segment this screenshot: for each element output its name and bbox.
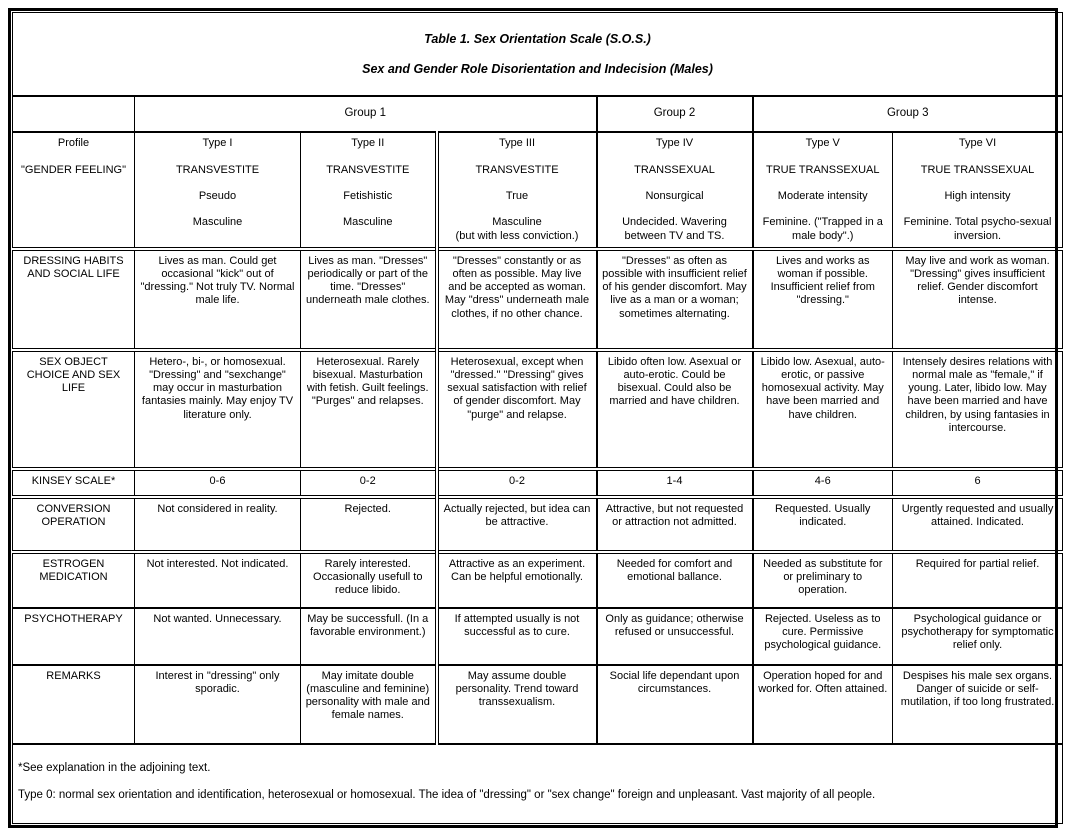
profile-type-3: Type III TRANSVESTITE True Masculine (bu… <box>434 131 597 250</box>
title-row: Table 1. Sex Orientation Scale (S.O.S.) … <box>11 12 1064 98</box>
psychotherapy-type-4: Only as guidance; otherwise refused or u… <box>595 606 753 666</box>
estrogen-type-4: Needed for comfort and emotional ballanc… <box>595 549 753 609</box>
sex-object-type-2: Heterosexual. Rarely bisexual. Masturbat… <box>300 347 437 470</box>
remarks-type-1: Interest in "dressing" only sporadic. <box>134 663 301 745</box>
group-header-empty-cell <box>12 95 135 134</box>
kinsey-type-4: 1-4 <box>595 466 753 498</box>
profile-row: Profile "GENDER FEELING" Type I TRANSVES… <box>12 131 1064 250</box>
table-frame: Table 1. Sex Orientation Scale (S.O.S.) … <box>8 8 1064 828</box>
dressing-habits-row: DRESSING HABITS AND SOCIAL LIFE Lives as… <box>12 246 1064 351</box>
conversion-type-1: Not considered in reality. <box>134 494 301 553</box>
psychotherapy-type-3: If attempted usually is not successful a… <box>434 606 597 666</box>
row-label-estrogen: ESTROGEN MEDICATION <box>12 549 135 609</box>
group-header-3: Group 3 <box>751 95 1064 134</box>
kinsey-type-5: 4-6 <box>751 466 893 498</box>
estrogen-type-1: Not interested. Not indicated. <box>134 549 301 609</box>
kinsey-type-2: 0-2 <box>300 466 437 498</box>
table-title: Table 1. Sex Orientation Scale (S.O.S.) … <box>11 12 1064 98</box>
sos-table: Table 1. Sex Orientation Scale (S.O.S.) … <box>11 12 1064 824</box>
group-header-1: Group 1 <box>134 95 597 134</box>
profile-type-2: Type II TRANSVESTITE Fetishistic Masculi… <box>300 131 437 250</box>
sex-object-type-4: Libido often low. Asexual or auto-erotic… <box>595 347 753 470</box>
sex-object-type-6: Intensely desires relations with normal … <box>891 347 1064 470</box>
sex-object-row: SEX OBJECT CHOICE AND SEX LIFE Hetero-, … <box>12 347 1064 470</box>
conversion-type-4: Attractive, but not requested or attract… <box>595 494 753 553</box>
sex-object-type-1: Hetero-, bi-, or homosexual. "Dressing" … <box>134 347 301 470</box>
estrogen-type-5: Needed as substitute for or preliminary … <box>751 549 893 609</box>
row-label-remarks: REMARKS <box>12 663 135 745</box>
row-label-dressing: DRESSING HABITS AND SOCIAL LIFE <box>12 246 135 351</box>
footnote-line2: Type 0: normal sex orientation and ident… <box>18 789 876 802</box>
psychotherapy-type-5: Rejected. Useless as to cure. Permissive… <box>751 606 893 666</box>
remarks-row: REMARKS Interest in "dressing" only spor… <box>12 663 1064 745</box>
conversion-type-2: Rejected. <box>300 494 437 553</box>
conversion-type-5: Requested. Usually indicated. <box>751 494 893 553</box>
dressing-type-6: May live and work as woman. "Dressing" g… <box>891 246 1064 351</box>
group-header-2: Group 2 <box>595 95 753 134</box>
sex-object-type-3: Heterosexual, except when "dressed." "Dr… <box>434 347 597 470</box>
dressing-type-1: Lives as man. Could get occasional "kick… <box>134 246 301 351</box>
dressing-type-3: "Dresses" constantly or as often as poss… <box>434 246 597 351</box>
remarks-type-6: Despises his male sex organs. Danger of … <box>891 663 1064 745</box>
conversion-type-3: Actually rejected, but idea can be attra… <box>434 494 597 553</box>
psychotherapy-type-2: May be successfull. (In a favorable envi… <box>300 606 437 666</box>
dressing-type-2: Lives as man. "Dresses" periodically or … <box>300 246 437 351</box>
footnote-row: *See explanation in the adjoining text. … <box>11 742 1064 824</box>
footnotes: *See explanation in the adjoining text. … <box>11 742 1064 824</box>
psychotherapy-type-6: Psychological guidance or psychotherapy … <box>891 606 1064 666</box>
profile-type-1: Type I TRANSVESTITE Pseudo Masculine <box>134 131 301 250</box>
sex-object-type-5: Libido low. Asexual, auto-erotic, or pas… <box>751 347 893 470</box>
row-label-kinsey: KINSEY SCALE* <box>12 466 135 498</box>
remarks-type-5: Operation hoped for and worked for. Ofte… <box>751 663 893 745</box>
row-label-psychotherapy: PSYCHOTHERAPY <box>12 606 135 666</box>
kinsey-scale-row: KINSEY SCALE* 0-6 0-2 0-2 1-4 4-6 6 <box>12 466 1064 498</box>
remarks-type-2: May imitate double (masculine and femini… <box>300 663 437 745</box>
remarks-type-4: Social life dependant upon circumstances… <box>595 663 753 745</box>
dressing-type-5: Lives and works as woman if possible. In… <box>751 246 893 351</box>
estrogen-type-2: Rarely interested. Occasionally usefull … <box>300 549 437 609</box>
profile-type-6: Type VI TRUE TRANSSEXUAL High intensity … <box>891 131 1064 250</box>
table-title-line1: Table 1. Sex Orientation Scale (S.O.S.) <box>424 32 651 47</box>
footnote-line1: *See explanation in the adjoining text. <box>18 761 211 774</box>
profile-type-5: Type V TRUE TRANSSEXUAL Moderate intensi… <box>751 131 893 250</box>
psychotherapy-row: PSYCHOTHERAPY Not wanted. Unnecessary. M… <box>12 606 1064 666</box>
table-title-line2: Sex and Gender Role Disorientation and I… <box>362 62 713 77</box>
estrogen-type-6: Required for partial relief. <box>891 549 1064 609</box>
kinsey-type-3: 0-2 <box>434 466 597 498</box>
psychotherapy-type-1: Not wanted. Unnecessary. <box>134 606 301 666</box>
kinsey-type-1: 0-6 <box>134 466 301 498</box>
estrogen-type-3: Attractive as an experiment. Can be help… <box>434 549 597 609</box>
conversion-type-6: Urgently requested and usually attained.… <box>891 494 1064 553</box>
kinsey-type-6: 6 <box>891 466 1064 498</box>
row-label-conversion: CONVERSION OPERATION <box>12 494 135 553</box>
conversion-operation-row: CONVERSION OPERATION Not considered in r… <box>12 494 1064 553</box>
remarks-type-3: May assume double personality. Trend tow… <box>434 663 597 745</box>
estrogen-medication-row: ESTROGEN MEDICATION Not interested. Not … <box>12 549 1064 609</box>
row-label-sex-object: SEX OBJECT CHOICE AND SEX LIFE <box>12 347 135 470</box>
profile-type-4: Type IV TRANSSEXUAL Nonsurgical Undecide… <box>595 131 753 250</box>
row-label-profile: Profile "GENDER FEELING" <box>12 131 135 250</box>
dressing-type-4: "Dresses" as often as possible with insu… <box>595 246 753 351</box>
group-header-row: Group 1 Group 2 Group 3 <box>12 95 1064 134</box>
